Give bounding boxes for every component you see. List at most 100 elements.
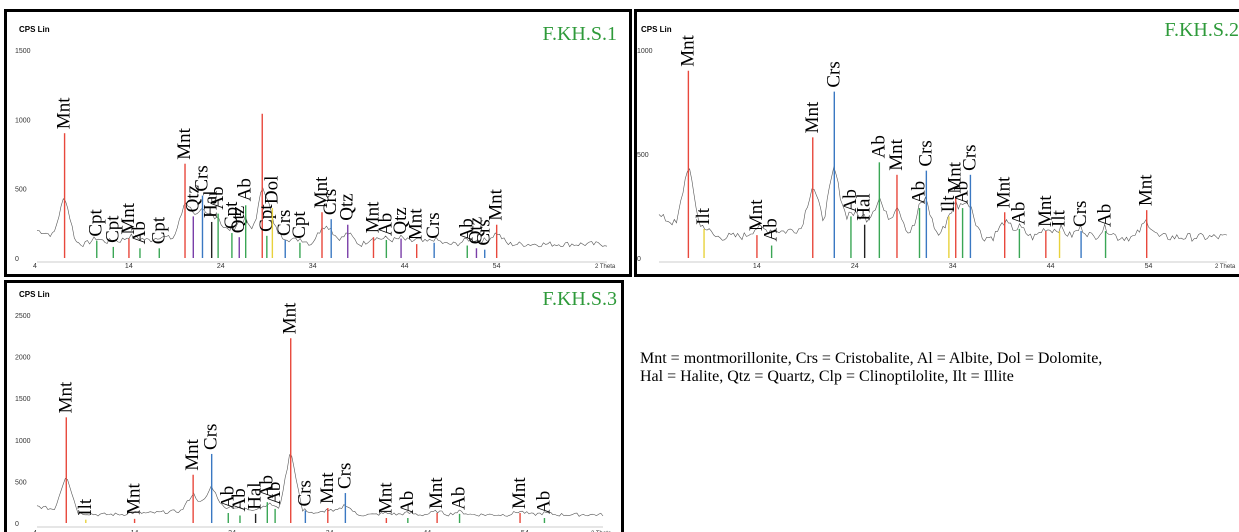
peak-label: Ilt bbox=[75, 498, 96, 516]
panel-title: F.KH.S.2 bbox=[1164, 19, 1239, 41]
peak-label: Qtz bbox=[228, 206, 249, 233]
peak-label: Mnt bbox=[362, 201, 383, 233]
y-tick-label: 2500 bbox=[15, 313, 31, 320]
x-tick-label: 54 bbox=[493, 263, 501, 270]
peak-label: Mnt bbox=[406, 208, 427, 240]
peak-label: Ilt bbox=[938, 195, 959, 213]
x-tick-label: 14 bbox=[753, 263, 761, 270]
peak-label: Crs bbox=[201, 424, 222, 450]
abbreviation-legend: Mnt = montmorillonite, Crs = Cristobalit… bbox=[640, 350, 1102, 386]
x-tick-label: 4 bbox=[33, 263, 37, 270]
peak-label: Qtz bbox=[337, 193, 358, 220]
xrd-panel-fkhs3: CPS Lin05001000150020002500414243444542 … bbox=[4, 280, 624, 532]
x-tick-label: 34 bbox=[326, 530, 334, 532]
peak-label: Hal bbox=[854, 193, 875, 220]
peak-label: Ab bbox=[264, 482, 285, 505]
xrd-chart-fkhs1: CPS Lin 0 500 1000 1500 4 14 24 34 44 54 2 Theta Mnt… bbox=[15, 23, 617, 270]
peak-label: Mnt bbox=[945, 161, 966, 193]
xrd-chart-fkhs3: CPS Lin05001000150020002500414243444542 … bbox=[15, 288, 617, 532]
x-tick-label: 14 bbox=[125, 263, 133, 270]
peak-label: Crs bbox=[320, 189, 341, 215]
peak-label: Mnt bbox=[994, 176, 1015, 208]
y-tick-label: 1500 bbox=[15, 396, 31, 403]
peak-label: Crs bbox=[334, 463, 355, 489]
peak-label: Mnt bbox=[677, 34, 698, 66]
peak-label: Crs bbox=[294, 480, 315, 506]
legend-line-2: Hal = Halite, Qtz = Quartz, Clp = Clinop… bbox=[640, 368, 1014, 385]
peak-label: Mnt bbox=[746, 199, 767, 231]
x-tick-label: 54 bbox=[1145, 263, 1153, 270]
peak-label: Ab bbox=[397, 491, 418, 514]
y-tick-label: 0 bbox=[15, 256, 19, 263]
y-tick-label: 500 bbox=[637, 152, 649, 159]
peak-label: Ab bbox=[840, 189, 861, 212]
x-tick-label: 44 bbox=[423, 530, 431, 532]
peak-label: Ab bbox=[952, 181, 973, 204]
peak-label: Mnt bbox=[280, 302, 301, 334]
x-tick-label: 24 bbox=[217, 263, 225, 270]
x-tick-label: 34 bbox=[309, 263, 317, 270]
legend-line-1: Mnt = montmorillonite, Crs = Cristobalit… bbox=[640, 350, 1103, 367]
peak-label: Cpt bbox=[256, 204, 277, 232]
peak-label: Cpt bbox=[102, 215, 123, 243]
peak-label: Mnt bbox=[886, 138, 907, 170]
peak-label: Ab bbox=[1095, 204, 1116, 227]
peak-label: Ab bbox=[1008, 202, 1029, 225]
peak-label: Hal bbox=[201, 191, 222, 218]
peak-label: Ab bbox=[533, 491, 554, 514]
y-tick-label: 0 bbox=[15, 521, 19, 528]
peak-label: Mnt bbox=[802, 101, 823, 133]
peak-label: Cpt bbox=[86, 208, 107, 236]
peak-label: Ab bbox=[908, 181, 929, 204]
panel-title: F.KH.S.1 bbox=[542, 23, 617, 45]
peak-label: Dol bbox=[261, 176, 282, 205]
y-tick-label: 2000 bbox=[15, 355, 31, 362]
peak-label: Mnt bbox=[486, 188, 507, 220]
y-tick-label: 1000 bbox=[637, 48, 653, 55]
y-axis-label: CPS Lin bbox=[19, 290, 50, 299]
peak-label: Ab bbox=[129, 221, 150, 244]
peak-label: Mnt bbox=[54, 97, 75, 129]
peak-label: Mnt bbox=[124, 482, 145, 514]
x-tick-label: 24 bbox=[228, 530, 236, 532]
peak-label: Mnt bbox=[174, 127, 195, 159]
peak-label: Mnt bbox=[118, 202, 139, 234]
peak-label: Mnt bbox=[317, 472, 338, 504]
peak-label: Ab bbox=[217, 486, 238, 509]
peak-label: Mnt bbox=[1035, 195, 1056, 227]
xrd-panel-fkhs1: CPS Lin 0 500 1000 1500 4 14 24 34 44 54 2 Theta Mnt… bbox=[4, 9, 632, 277]
y-tick-label: 500 bbox=[15, 187, 27, 194]
x-tick-label: 4 bbox=[33, 530, 37, 532]
x-tick-label: 34 bbox=[949, 263, 957, 270]
peak-label: Crs bbox=[959, 144, 980, 170]
peak-label: Crs bbox=[915, 140, 936, 166]
peak-label: Ilt bbox=[1049, 209, 1070, 227]
peak-label: Crs bbox=[474, 219, 495, 245]
peak-label: Cpt bbox=[148, 216, 169, 244]
y-tick-label: 1000 bbox=[15, 117, 31, 124]
peak-label: Ab bbox=[207, 186, 228, 209]
peak-label: Ilt bbox=[693, 207, 714, 225]
x-unit-label: 2 Theta bbox=[595, 264, 616, 270]
peak-label: Ab bbox=[235, 178, 256, 201]
peak-label: Ab bbox=[256, 475, 277, 498]
peak-label: Mnt bbox=[426, 477, 447, 509]
peak-label: Qtz bbox=[390, 207, 411, 234]
peak-label: Mnt bbox=[509, 477, 530, 509]
peak-label: Qtz bbox=[182, 185, 203, 212]
peak-label: Ab bbox=[229, 488, 250, 511]
x-tick-label: 44 bbox=[401, 263, 409, 270]
y-tick-label: 1500 bbox=[15, 48, 31, 55]
peak-label: Mnt bbox=[55, 381, 76, 413]
panel-title: F.KH.S.3 bbox=[542, 288, 617, 310]
x-tick-label: 44 bbox=[1047, 263, 1055, 270]
y-axis-label: CPS Lin bbox=[641, 25, 672, 34]
x-tick-label: 14 bbox=[131, 530, 139, 532]
peak-label: Crs bbox=[191, 165, 212, 191]
peak-label: Mnt bbox=[1136, 174, 1157, 206]
x-tick-label: 54 bbox=[521, 530, 529, 532]
peak-label: Mnt bbox=[311, 176, 332, 208]
y-tick-label: 1000 bbox=[15, 438, 31, 445]
peak-label: Ab bbox=[868, 135, 889, 158]
